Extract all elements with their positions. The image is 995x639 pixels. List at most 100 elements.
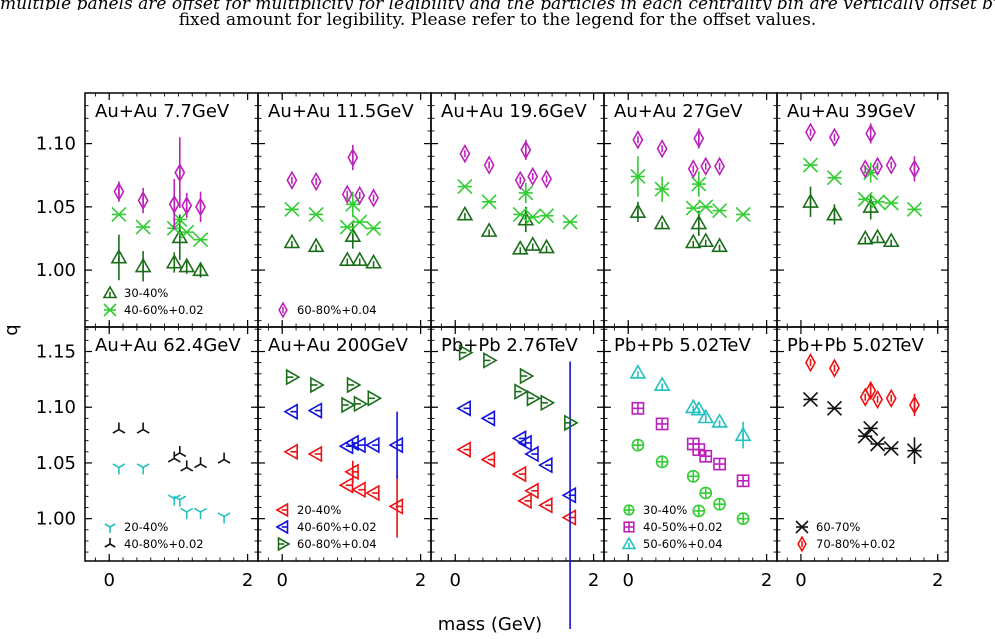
legend: 20-40% 40-60%+0.02 60-80%+0.04 xyxy=(275,502,377,552)
data-point xyxy=(538,238,555,254)
data-point xyxy=(458,344,474,362)
data-point xyxy=(354,185,366,206)
data-point xyxy=(865,123,877,144)
data-point xyxy=(112,422,126,434)
series xyxy=(456,361,577,629)
legend-marker xyxy=(104,523,116,533)
data-point xyxy=(685,200,701,216)
legend-marker xyxy=(277,536,291,552)
data-point xyxy=(347,147,359,168)
data-point xyxy=(734,426,752,442)
data-point xyxy=(165,253,183,269)
data-point xyxy=(872,156,884,177)
panel-frame xyxy=(84,92,259,328)
panel-1: 1.00 1.05 1.10 Au+Au 7.7GeV 30-40% 40-60%+0.0… xyxy=(36,92,259,328)
data-point xyxy=(351,251,369,267)
panel-title: Au+Au 27GeV xyxy=(614,101,743,122)
figure-caption: multiple panels are offset for multiplic… xyxy=(0,0,995,31)
data-point xyxy=(630,168,646,185)
series xyxy=(110,214,209,282)
data-point xyxy=(692,504,706,518)
data-point xyxy=(805,352,816,373)
panel-8: 0 2 Pb+Pb 2.76TeV xyxy=(430,326,605,629)
series xyxy=(283,223,382,269)
data-point xyxy=(512,206,528,222)
legend-marker xyxy=(102,285,118,299)
panel-title: Pb+Pb 2.76TeV xyxy=(441,335,578,356)
y-tick-label: 1.10 xyxy=(36,397,76,418)
data-point xyxy=(172,211,188,228)
data-point xyxy=(524,236,542,251)
data-point xyxy=(711,237,728,253)
panel-frame xyxy=(430,326,605,562)
data-point xyxy=(457,179,473,195)
data-point xyxy=(631,401,645,415)
data-point xyxy=(699,449,713,463)
data-point xyxy=(195,197,207,217)
data-point xyxy=(179,224,195,240)
legend-marker xyxy=(795,520,809,534)
legend-label: 60-80%+0.04 xyxy=(297,303,377,317)
x-tick-label: 0 xyxy=(103,570,114,591)
data-point xyxy=(690,400,708,416)
legend-label: 40-50%+0.02 xyxy=(643,520,723,534)
data-point xyxy=(514,170,526,190)
legend-label: 20-40% xyxy=(297,503,341,517)
data-point xyxy=(653,214,671,230)
data-point xyxy=(217,512,231,524)
data-point xyxy=(735,206,751,222)
legend-marker xyxy=(797,535,807,553)
data-point xyxy=(194,457,208,469)
data-point xyxy=(863,420,879,436)
panel-3: Au+Au 19.6GeV xyxy=(430,92,605,328)
data-point xyxy=(480,222,498,237)
data-point xyxy=(656,138,668,159)
data-point xyxy=(713,497,726,511)
data-point xyxy=(338,251,356,267)
data-point xyxy=(174,163,186,183)
data-point xyxy=(180,460,194,472)
data-point xyxy=(511,465,527,483)
data-point xyxy=(137,190,149,211)
panel-4: Au+Au 27GeV xyxy=(603,92,778,328)
data-point xyxy=(872,389,884,410)
series xyxy=(283,443,404,538)
data-point xyxy=(481,194,497,210)
series xyxy=(283,402,404,479)
data-point xyxy=(480,409,496,427)
data-point xyxy=(388,498,404,515)
data-point xyxy=(527,166,539,187)
data-point xyxy=(869,194,886,210)
data-point xyxy=(365,253,382,269)
data-point xyxy=(283,233,301,249)
data-point xyxy=(112,463,126,475)
x-tick-label: 2 xyxy=(932,570,943,591)
series xyxy=(458,344,579,432)
legend-label: 30-40% xyxy=(643,503,687,517)
panel-title: Pb+Pb 5.02TeV xyxy=(614,335,751,356)
legend: 30-40% 40-50%+0.02 50-60%+0.04 xyxy=(621,503,723,551)
data-point xyxy=(178,257,196,273)
data-point xyxy=(654,181,670,197)
legend-label: 40-80%+0.02 xyxy=(124,537,204,551)
data-point xyxy=(173,445,187,458)
panel-title: Au+Au 200GeV xyxy=(268,335,409,356)
y-tick-label: 1.00 xyxy=(36,260,76,281)
data-point xyxy=(173,495,187,507)
data-point xyxy=(338,476,354,494)
data-point xyxy=(283,403,298,421)
x-tick-label: 0 xyxy=(449,570,460,591)
data-point xyxy=(859,387,871,407)
data-point xyxy=(339,219,355,235)
data-point xyxy=(365,220,382,236)
series xyxy=(632,128,726,179)
data-point xyxy=(346,376,362,394)
data-point xyxy=(629,203,647,218)
data-point xyxy=(883,195,899,211)
data-point xyxy=(687,159,699,179)
data-point xyxy=(514,383,529,401)
data-point xyxy=(483,352,498,369)
data-point xyxy=(697,408,715,424)
data-point xyxy=(367,389,383,407)
data-point xyxy=(344,227,362,242)
